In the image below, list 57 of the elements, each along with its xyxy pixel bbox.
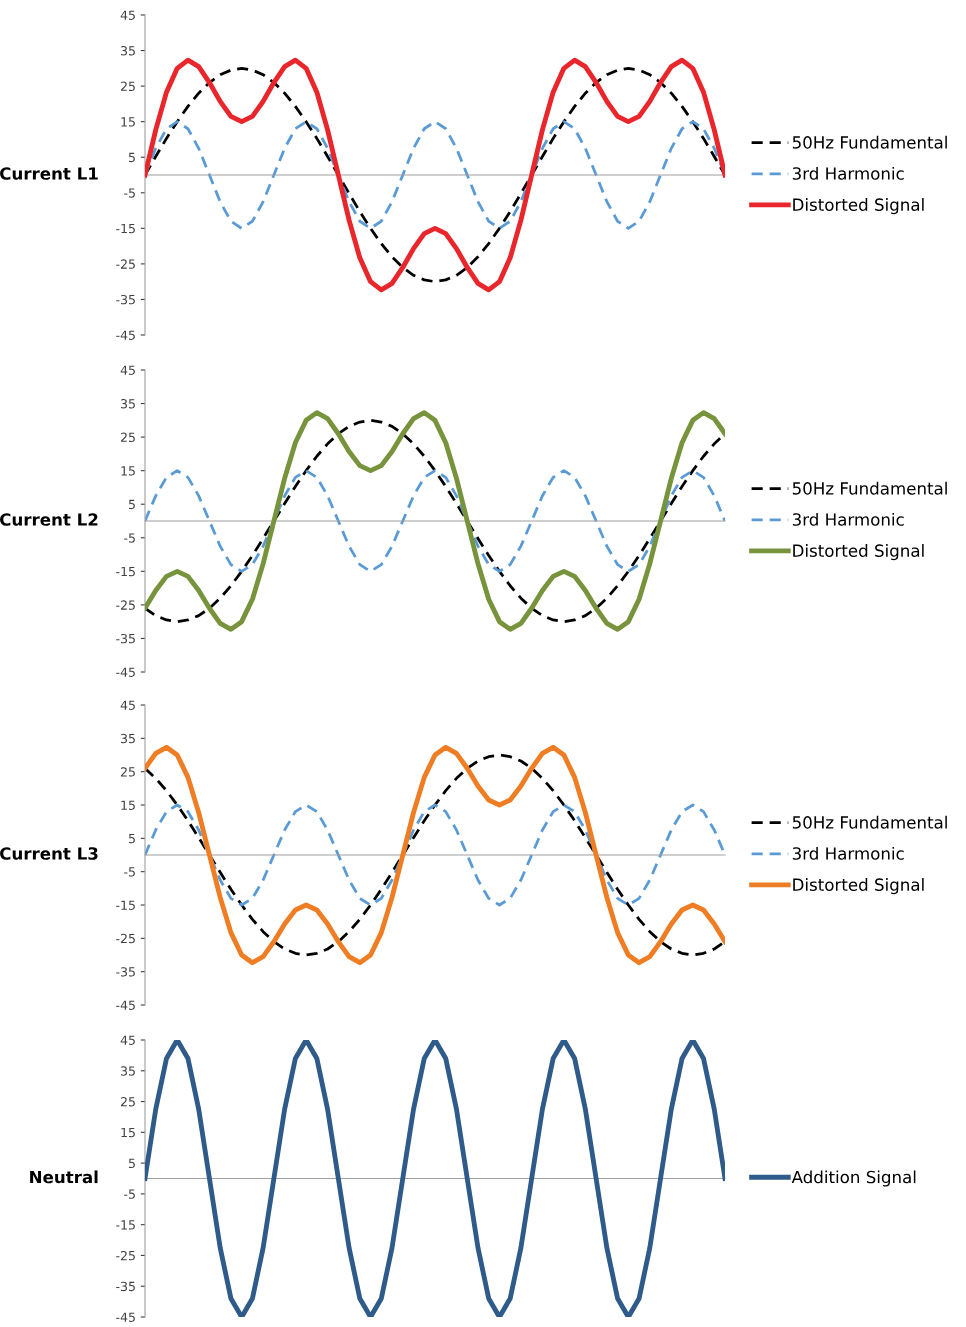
y-axis-title: Current L1 (0, 167, 98, 180)
legend-label: Distorted Signal (793, 198, 924, 215)
legend-label: Distorted Signal (793, 544, 924, 561)
legend-label: Addition Signal (791, 1170, 916, 1187)
y-tick-label: -25 (116, 1250, 135, 1261)
legend-label: 50Hz Fundamental (792, 135, 947, 149)
y-tick-label: 45 (120, 10, 135, 20)
y-tick-label: -45 (116, 1312, 135, 1322)
y-axis-title: Current L2 (0, 513, 98, 526)
y-tick-label: -15 (116, 1220, 135, 1230)
legend-label: 3rd Harmonic (792, 166, 904, 180)
line-series (145, 803, 725, 907)
y-tick-label: 45 (120, 700, 135, 710)
legend-label: Distorted Signal (793, 878, 924, 895)
y-tick-label: 25 (120, 767, 135, 777)
legend-label: 50Hz Fundamental (792, 815, 947, 829)
y-tick-label: 45 (120, 1035, 135, 1045)
line-series (145, 1040, 725, 1317)
y-axis-title: Neutral (30, 1170, 98, 1184)
y-tick-label: -5 (124, 533, 135, 543)
y-tick-label: 15 (121, 117, 135, 127)
y-tick-label: -15 (116, 223, 135, 234)
y-tick-label: -5 (124, 188, 135, 198)
y-tick-label: 45 (120, 365, 135, 375)
y-tick-label: -15 (116, 900, 135, 910)
y-tick-label: -45 (116, 667, 135, 677)
y-tick-label: -45 (116, 330, 135, 340)
y-tick-label: -5 (124, 867, 135, 877)
y-tick-label: 5 (128, 152, 135, 163)
y-tick-label: -35 (116, 633, 135, 644)
legend-label: 3rd Harmonic (792, 846, 904, 860)
y-tick-label: 5 (128, 499, 135, 510)
y-tick-label: 25 (120, 432, 135, 443)
y-tick-label: 15 (121, 466, 135, 476)
y-tick-label: -25 (116, 259, 135, 269)
y-axis-title: Current L3 (0, 847, 98, 860)
y-tick-label: 35 (121, 733, 135, 744)
y-tick-label: -45 (116, 1000, 135, 1010)
y-tick-label: 35 (121, 46, 135, 56)
y-tick-label: -15 (116, 566, 135, 577)
y-tick-label: -35 (116, 294, 135, 305)
legend-label: 50Hz Fundamental (792, 481, 947, 495)
y-tick-label: -35 (116, 1281, 135, 1292)
y-tick-label: 15 (121, 1127, 135, 1138)
y-tick-label: 35 (121, 1066, 135, 1076)
y-tick-label: -5 (124, 1189, 135, 1199)
legend-label: 3rd Harmonic (792, 512, 904, 526)
y-tick-label: 5 (128, 1158, 135, 1169)
y-tick-label: -35 (116, 967, 135, 977)
y-tick-label: 15 (121, 800, 135, 810)
y-tick-label: 5 (128, 833, 135, 844)
y-tick-label: 35 (121, 399, 135, 409)
y-tick-label: 25 (120, 1097, 135, 1107)
y-tick-label: -25 (116, 933, 135, 944)
y-tick-label: 25 (120, 81, 135, 92)
line-series (145, 469, 725, 573)
y-tick-label: -25 (116, 600, 135, 610)
